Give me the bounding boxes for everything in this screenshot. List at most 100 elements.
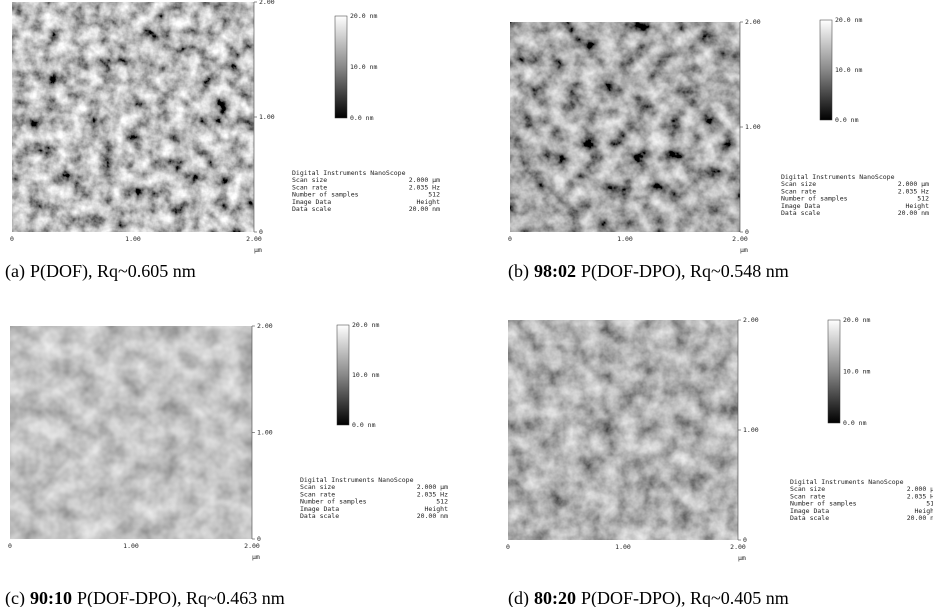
y-tick-label: 1.00 [257, 429, 273, 437]
info-key: Image Data [790, 507, 829, 515]
y-tick-label: 2.00 [259, 0, 275, 6]
info-key: Scan size [292, 176, 327, 184]
caption-ratio: 80:20 [534, 588, 576, 607]
x-tick-label: 2.00 [246, 235, 262, 243]
info-key: Data scale [781, 209, 820, 217]
caption-text: P(DOF), Rq~0.605 nm [30, 261, 196, 282]
x-tick-label: 1.00 [123, 542, 139, 550]
colorbar-label: 20.0 nm [843, 316, 870, 324]
afm-panel: 2.00 1.00 0 0 1.00 2.00 µm 20.0 nm 10.0 nm 0.0 nm… [5, 0, 440, 282]
y-tick-label: 1.00 [743, 426, 759, 434]
caption-label: (c) [5, 588, 25, 607]
unit-label: µm [252, 553, 260, 561]
info-value: 2.035 Hz [907, 492, 933, 500]
y-tick-label: 1.00 [259, 113, 275, 121]
info-key: Scan rate [781, 187, 816, 195]
info-value: 20.00 nm [417, 512, 448, 520]
afm-panel: 2.00 1.00 0 0 1.00 2.00 µm 20.0 nm 10.0 nm 0.0 nm… [508, 16, 929, 282]
colorbar-label: 20.0 nm [835, 16, 862, 24]
info-key: Number of samples [781, 195, 848, 203]
colorbar-label: 0.0 nm [835, 116, 859, 124]
caption-ratio: 90:10 [30, 588, 72, 607]
colorbar-label: 0.0 nm [350, 114, 374, 122]
info-value: 2.000 µm [907, 485, 933, 493]
info-key: Digital Instruments NanoScope [790, 478, 904, 486]
afm-panel: 2.00 1.00 0 0 1.00 2.00 µm 20.0 nm 10.0 nm 0.0 nm… [5, 321, 448, 607]
info-value: 20.00 nm [409, 205, 440, 213]
info-key: Image Data [300, 505, 339, 513]
afm-panel: 2.00 1.00 0 0 1.00 2.00 µm 20.0 nm 10.0 nm 0.0 nm… [506, 316, 933, 607]
x-tick-label: 0 [10, 235, 14, 243]
caption: (c) 90:10 P(DOF-DPO), Rq~0.463 nm [5, 588, 285, 607]
x-tick-label: 1.00 [617, 235, 633, 243]
colorbar-label: 10.0 nm [352, 371, 379, 379]
info-key: Data scale [292, 205, 331, 213]
info-value: 2.035 Hz [417, 490, 448, 498]
info-value: 2.000 µm [898, 180, 929, 188]
info-value: Height [915, 507, 933, 515]
info-value: 512 [436, 498, 448, 506]
info-value: 20.00 nm [898, 209, 929, 217]
caption: (b) 98:02 P(DOF-DPO), Rq~0.548 nm [508, 261, 789, 282]
info-value: 20.00 nm [907, 514, 933, 522]
afm-image [510, 22, 740, 232]
x-tick-label: 2.00 [730, 543, 746, 551]
info-key: Digital Instruments NanoScope [292, 169, 406, 177]
info-key: Image Data [781, 202, 820, 210]
caption: (d) 80:20 P(DOF-DPO), Rq~0.405 nm [508, 588, 789, 607]
y-tick-label: 0 [745, 228, 749, 236]
caption-label: (b) [508, 261, 529, 282]
info-value: 512 [926, 500, 933, 508]
info-key: Digital Instruments NanoScope [300, 476, 414, 484]
x-tick-label: 2.00 [244, 542, 260, 550]
info-key: Scan rate [292, 183, 327, 191]
info-value: 512 [917, 195, 929, 203]
info-value: Height [425, 505, 449, 513]
caption: (a) P(DOF), Rq~0.605 nm [5, 261, 196, 282]
colorbar [819, 19, 833, 121]
info-value: Height [906, 202, 930, 210]
x-tick-label: 1.00 [125, 235, 141, 243]
caption-text: P(DOF-DPO), Rq~0.463 nm [77, 588, 285, 607]
info-key: Scan rate [790, 492, 825, 500]
colorbar [336, 324, 350, 426]
info-key: Number of samples [300, 498, 367, 506]
colorbar-label: 0.0 nm [352, 421, 376, 429]
caption-text: P(DOF-DPO), Rq~0.405 nm [581, 588, 789, 607]
colorbar-label: 0.0 nm [843, 419, 867, 427]
unit-label: µm [740, 246, 748, 254]
info-key: Number of samples [790, 500, 857, 508]
info-value: 2.035 Hz [409, 183, 440, 191]
caption-text: P(DOF-DPO), Rq~0.548 nm [581, 261, 789, 282]
x-tick-label: 2.00 [732, 235, 748, 243]
colorbar [334, 15, 348, 119]
colorbar-label: 20.0 nm [352, 321, 379, 329]
afm-image [10, 326, 252, 539]
info-key: Digital Instruments NanoScope [781, 173, 895, 181]
y-tick-label: 2.00 [743, 316, 759, 324]
caption-ratio: 98:02 [534, 261, 576, 281]
x-tick-label: 1.00 [615, 543, 631, 551]
info-key: Data scale [790, 514, 829, 522]
info-key: Scan size [300, 483, 335, 491]
y-tick-label: 1.00 [745, 123, 761, 131]
colorbar-label: 10.0 nm [843, 368, 870, 376]
y-tick-label: 0 [259, 228, 263, 236]
info-value: 512 [428, 191, 440, 199]
colorbar-label: 10.0 nm [835, 66, 862, 74]
info-value: 2.000 µm [409, 176, 440, 184]
info-key: Scan size [781, 180, 816, 188]
info-key: Number of samples [292, 191, 359, 199]
info-value: 2.035 Hz [898, 187, 929, 195]
info-key: Scan size [790, 485, 825, 493]
y-tick-label: 2.00 [745, 18, 761, 26]
afm-image [12, 2, 254, 232]
caption-label: (a) [5, 261, 25, 282]
caption-label: (d) [508, 588, 529, 607]
colorbar-label: 10.0 nm [350, 63, 377, 71]
x-tick-label: 0 [508, 235, 512, 243]
info-value: 2.000 µm [417, 483, 448, 491]
unit-label: µm [254, 246, 262, 254]
info-key: Scan rate [300, 490, 335, 498]
